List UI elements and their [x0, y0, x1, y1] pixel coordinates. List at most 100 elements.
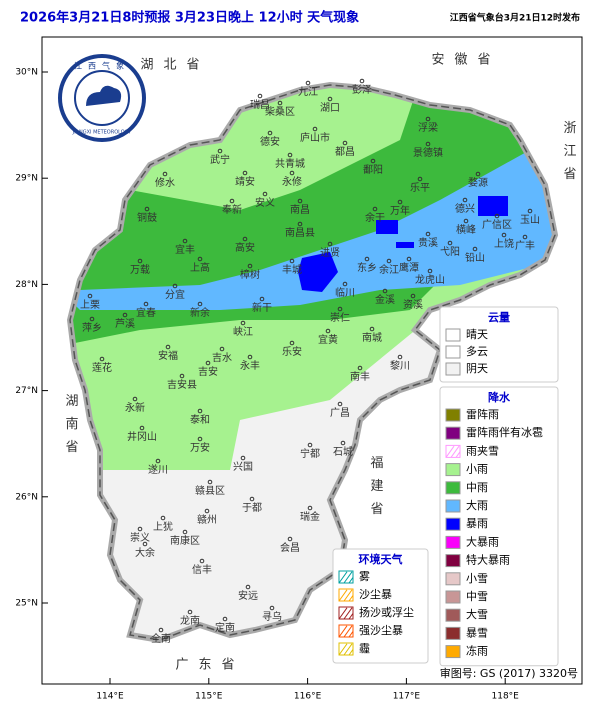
city-label: 新干 [252, 301, 272, 314]
city-label: 彭泽 [352, 83, 372, 96]
city-label: 瑞昌 [250, 99, 270, 111]
city-label: 德安 [260, 135, 280, 148]
city-dot [122, 312, 128, 318]
city-label: 广昌 [330, 407, 350, 419]
legend-swatch [338, 588, 354, 602]
city-dot [132, 396, 138, 402]
legend-hatch [348, 577, 354, 584]
legend-label: 雨夹雪 [466, 444, 499, 457]
city-label: 遂川 [148, 463, 168, 476]
legend-label: 强沙尘暴 [359, 624, 403, 637]
city-label: 贵溪 [418, 236, 438, 249]
city-dot [337, 401, 343, 407]
legend-swatch [445, 535, 461, 549]
legend-label: 中雪 [466, 590, 488, 603]
city-label: 新余 [190, 306, 210, 319]
city-dot [289, 258, 295, 264]
city-label: 丰城 [282, 263, 302, 276]
city-dot [305, 80, 311, 86]
lat-label: 27°N [15, 386, 38, 396]
city-label: 龙虎山 [415, 273, 445, 286]
legend-hatch [343, 589, 353, 602]
city-dot [172, 283, 178, 289]
city-label: 兴国 [233, 461, 253, 473]
city-label: 宜黄 [318, 333, 338, 346]
legend-hatch [343, 571, 353, 584]
city-dot [160, 515, 166, 521]
city-label: 万载 [130, 264, 150, 276]
city-label: 大余 [135, 546, 155, 559]
city-dot [137, 258, 143, 264]
city-dot [357, 365, 363, 371]
city-label: 上高 [190, 261, 210, 274]
title: 2026年3月21日8时预报 3月23日晚上 12小时 天气现象 [20, 10, 359, 26]
city-dot [205, 360, 211, 366]
city-label: 宁都 [300, 447, 320, 460]
legend-hatch [348, 595, 354, 602]
city-label: 分宜 [165, 288, 185, 301]
city-dot [307, 442, 313, 448]
city-label: 玉山 [520, 214, 540, 226]
city-dot [427, 268, 433, 274]
city-dot [257, 93, 263, 99]
city-label: 都昌 [335, 146, 355, 158]
city-label: 永新 [125, 401, 145, 414]
city-dot [158, 627, 164, 633]
city-dot [217, 148, 223, 154]
legend-swatch [445, 345, 461, 359]
city-label: 安远 [238, 589, 258, 602]
legend-label: 大暴雨 [466, 534, 499, 548]
city-label: 樟树 [240, 268, 260, 281]
legend-swatch [445, 463, 461, 477]
city-label: 峡江 [233, 325, 253, 338]
legend-hatch [348, 613, 354, 620]
city-dot [99, 356, 105, 362]
city-label: 横峰 [456, 223, 476, 236]
city-dot [406, 256, 412, 262]
city-dot [359, 78, 365, 84]
city-label: 安福 [158, 349, 178, 362]
city-dot [425, 141, 431, 147]
city-label: 龙南 [180, 614, 200, 627]
province-line [69, 84, 556, 641]
legend-hatch [338, 607, 348, 620]
city-label: 南康区 [170, 534, 200, 547]
legend-label: 暴雨 [466, 517, 488, 530]
city-label: 崇义 [130, 532, 150, 544]
city-dot [242, 236, 248, 242]
city-dot [240, 320, 246, 326]
city-dot [370, 158, 376, 164]
city-dot [197, 436, 203, 442]
city-dot [229, 198, 235, 204]
city-dot [307, 505, 313, 511]
legend-swatch [338, 606, 354, 620]
city-dot [89, 316, 95, 322]
city-label: 乐平 [410, 182, 430, 194]
legend-label: 小雨 [466, 463, 488, 476]
legend-swatch [445, 626, 461, 640]
city-label: 庐山市 [300, 131, 330, 144]
city-label: 吉安县 [167, 378, 197, 391]
city-dot [219, 346, 225, 352]
city-label: 永修 [282, 175, 302, 188]
city-label: 全南 [151, 632, 171, 645]
city-label: 临川 [335, 286, 355, 299]
city-dot [187, 609, 193, 615]
logo-english: JIANGXI METEOROLOGY [72, 130, 133, 136]
province-label: 福建省 [368, 456, 384, 525]
city-label: 南城 [362, 331, 382, 344]
legend-hatch [338, 625, 348, 638]
city-dot [142, 541, 148, 547]
city-dot [197, 408, 203, 414]
legend-hatch [338, 571, 348, 584]
legend-label: 雷阵雨 [466, 407, 499, 421]
city-dot [372, 206, 378, 212]
city-dot [259, 296, 265, 302]
issuer: 江西省气象台3月21日12时发布 [450, 12, 580, 24]
legend-swatch [445, 408, 461, 422]
legend-label: 雷阵雨伴有冰雹 [466, 425, 543, 439]
city-dot [137, 526, 143, 532]
city-dot [197, 301, 203, 307]
